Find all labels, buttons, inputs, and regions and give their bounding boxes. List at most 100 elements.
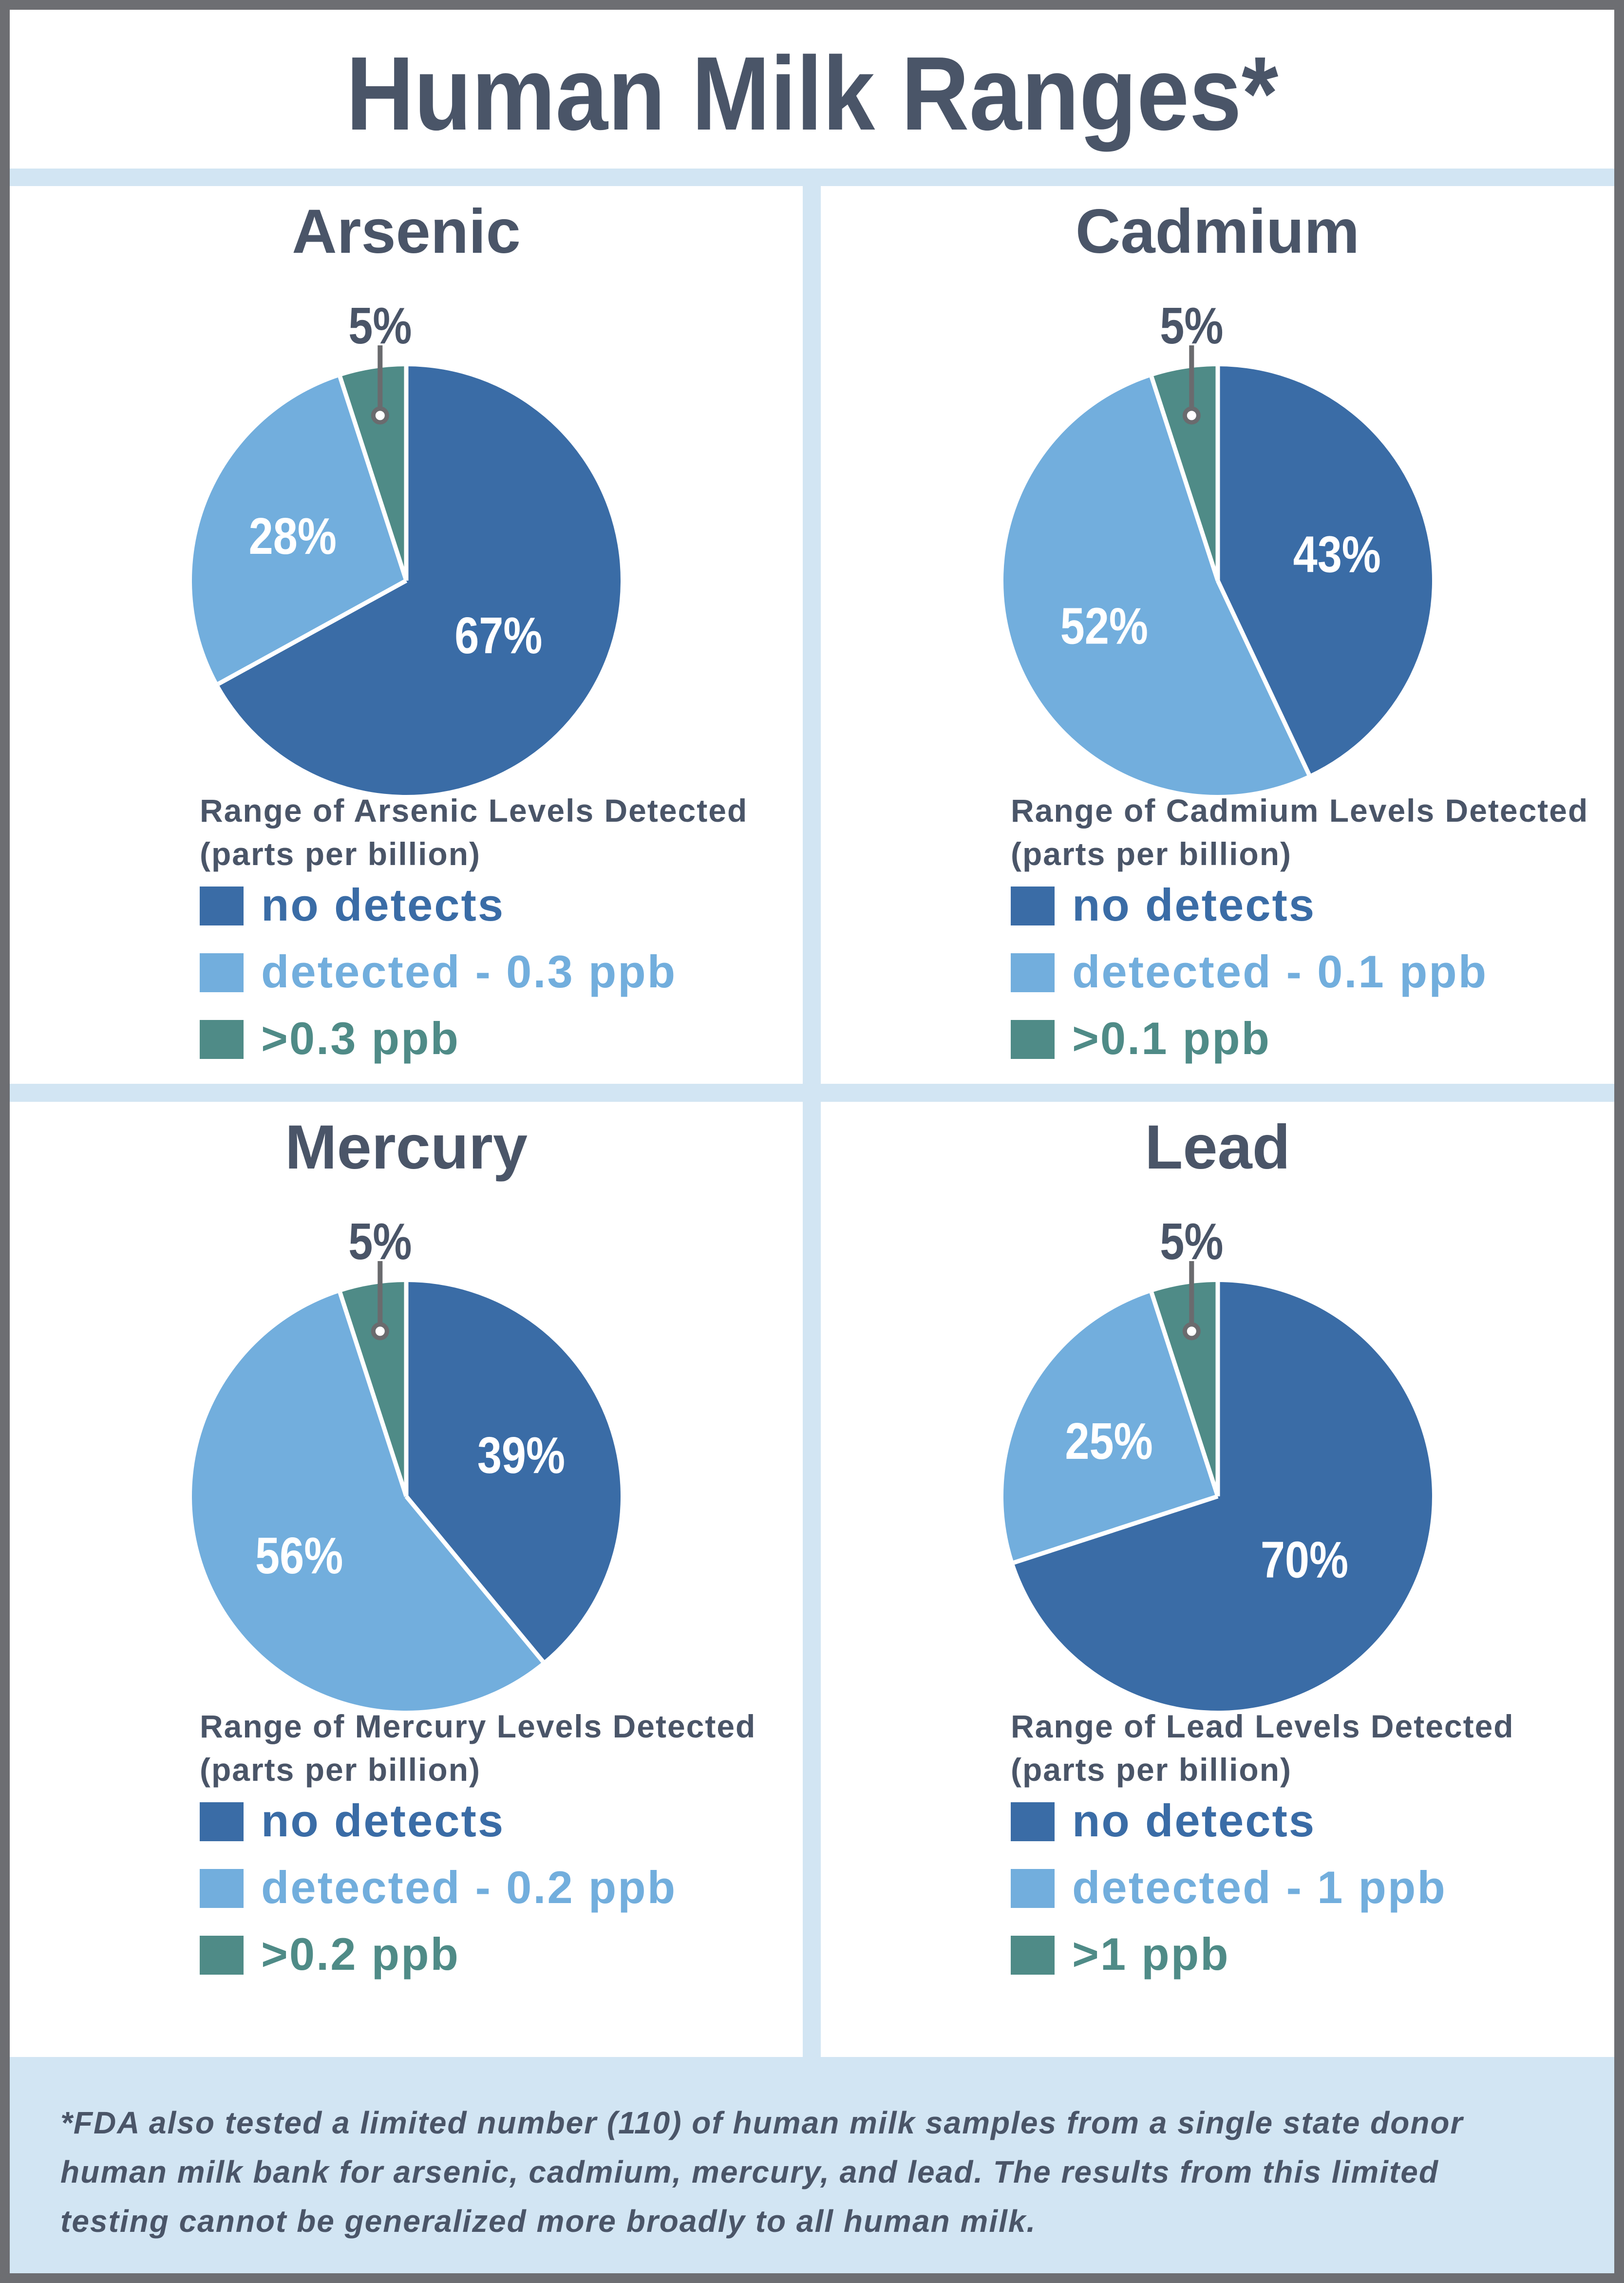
legend-label: no detects [261, 879, 505, 930]
panel-lead: Lead 70% 25% 5% Range of Lead Levels Detec… [821, 1102, 1614, 2057]
callout-percent-label: 5% [348, 1221, 412, 1270]
callout-label-group: 5% [1160, 1221, 1223, 1270]
callout-percent-label: 5% [348, 305, 412, 355]
legend-swatch-detected [1011, 1869, 1055, 1908]
legend: no detects detected - 0.2 ppb >0.2 ppb [200, 1795, 677, 2002]
fda-footnote: *FDA also tested a limited number (110) … [60, 2098, 1463, 2246]
footnote-line-1: *FDA also tested a limited number (110) … [60, 2105, 1464, 2140]
slice-separator [338, 1292, 409, 1497]
pie-slice [1003, 1292, 1218, 1563]
legend-item: >0.1 ppb [1011, 1013, 1488, 1064]
legend: no detects detected - 0.1 ppb >0.1 ppb [1011, 882, 1488, 1087]
legend-label: >1 ppb [1072, 1928, 1230, 1980]
chart-caption: Range of Mercury Levels Detected (parts … [200, 1705, 756, 1792]
caption-line-2: (parts per billion) [1011, 1752, 1292, 1788]
legend-swatch-above-threshold [1011, 1936, 1055, 1975]
pie-slice [406, 1282, 621, 1662]
callout-label-group: 5% [348, 1221, 412, 1270]
legend-label: no detects [261, 1795, 505, 1846]
slice-label-group: 70% [1260, 1531, 1348, 1589]
caption-line-1: Range of Lead Levels Detected [1011, 1708, 1514, 1744]
legend-swatch-detected [200, 953, 244, 992]
chart-caption: Range of Arsenic Levels Detected (parts … [200, 789, 748, 876]
slice-separator [404, 1495, 545, 1663]
caption-line-1: Range of Arsenic Levels Detected [200, 792, 748, 829]
slice-label-group: 43% [1293, 525, 1380, 583]
legend-item: no detects [200, 879, 677, 930]
slice-percent-label: 70% [1260, 1531, 1348, 1589]
legend-item: detected - 0.2 ppb [200, 1862, 677, 1913]
pie-slice [1217, 366, 1432, 775]
legend-label: detected - 0.3 ppb [261, 946, 677, 997]
legend-label: >0.2 ppb [261, 1928, 460, 1980]
slice-percent-label: 56% [255, 1527, 343, 1585]
page-title: Human Milk Ranges* [346, 35, 1278, 152]
legend-swatch-no-detects [1011, 887, 1055, 925]
slice-separator [1013, 1494, 1218, 1565]
legend-swatch-above-threshold [200, 1936, 244, 1975]
legend-item: detected - 0.1 ppb [1011, 946, 1488, 997]
legend-swatch-no-detects [1011, 1802, 1055, 1841]
slice-percent-label: 28% [249, 507, 337, 565]
callout-dot [1182, 1322, 1201, 1340]
slice-label-group: 25% [1065, 1412, 1152, 1470]
slice-percent-label: 25% [1065, 1412, 1152, 1470]
panel-heading: Mercury [285, 1113, 528, 1182]
callout-dot [371, 1322, 389, 1340]
slice-label-group: 67% [454, 606, 542, 664]
callout-label-group: 5% [348, 305, 412, 355]
slice-label-group: 56% [255, 1527, 343, 1585]
caption-line-2: (parts per billion) [1011, 836, 1292, 872]
slice-separator [1215, 580, 1311, 776]
callout-label-group: 5% [1160, 305, 1223, 355]
lead-pie-chart: 70% 25% 5% [1003, 1221, 1432, 1711]
cadmium-pie-chart: 43% 52% 5% [1003, 305, 1432, 795]
panel-heading: Cadmium [1075, 197, 1360, 266]
legend-item: no detects [200, 1795, 677, 1846]
callout-percent-label: 5% [1160, 1221, 1223, 1270]
panel-mercury: Mercury 39% 56% 5% Range of Mercury Levels… [10, 1102, 803, 2057]
legend-item: detected - 1 ppb [1011, 1862, 1447, 1913]
legend: no detects detected - 0.3 ppb >0.3 ppb [200, 879, 677, 1087]
legend-swatch-above-threshold [200, 1020, 244, 1059]
legend-swatch-detected [200, 1869, 244, 1908]
pie-slice [1003, 377, 1309, 795]
slice-label-group: 52% [1060, 597, 1148, 655]
legend-item: detected - 0.3 ppb [200, 946, 677, 997]
mercury-pie-chart: 39% 56% 5% [191, 1221, 621, 1711]
legend-label: detected - 1 ppb [1072, 1862, 1447, 1913]
slice-separator [1149, 1292, 1220, 1497]
page-background: Human Milk Ranges* Arsenic 67% 28% 5% Rang… [10, 10, 1614, 2273]
panel-heading: Lead [1145, 1113, 1290, 1182]
caption-line-1: Range of Cadmium Levels Detected [1011, 792, 1589, 829]
slice-label-group: 39% [477, 1426, 565, 1484]
callout-dot [1182, 406, 1201, 425]
pie-slice [191, 1292, 543, 1711]
legend-swatch-no-detects [200, 887, 244, 925]
panel-heading: Arsenic [292, 197, 521, 266]
caption-line-2: (parts per billion) [200, 1752, 481, 1788]
legend-item: >0.2 ppb [200, 1928, 677, 1980]
legend: no detects detected - 1 ppb >1 ppb [1011, 1795, 1447, 2002]
callout-dot [371, 406, 389, 425]
legend-label: detected - 0.1 ppb [1072, 946, 1488, 997]
legend-label: detected - 0.2 ppb [261, 1862, 677, 1913]
panel-arsenic: Arsenic 67% 28% 5% Range of Arsenic Levels… [10, 186, 803, 1084]
slice-separator [1149, 376, 1220, 582]
legend-swatch-above-threshold [1011, 1020, 1055, 1059]
chart-caption: Range of Lead Levels Detected (parts per… [1011, 1705, 1514, 1792]
pie-slice [192, 377, 406, 684]
slice-percent-label: 52% [1060, 597, 1148, 655]
legend-item: >0.3 ppb [200, 1013, 677, 1064]
legend-label: >0.3 ppb [261, 1013, 460, 1064]
arsenic-pie-chart: 67% 28% 5% [192, 305, 621, 795]
caption-line-1: Range of Mercury Levels Detected [200, 1708, 756, 1744]
header: Human Milk Ranges* [10, 10, 1614, 169]
slice-percent-label: 67% [454, 606, 542, 664]
legend-label: >0.1 ppb [1072, 1013, 1271, 1064]
legend-swatch-no-detects [200, 1802, 244, 1841]
callout-percent-label: 5% [1160, 305, 1223, 355]
footnote-line-3: testing cannot be generalized more broad… [60, 2204, 1037, 2239]
footnote-line-2: human milk bank for arsenic, cadmium, me… [60, 2154, 1439, 2189]
legend-label: no detects [1072, 1795, 1316, 1846]
